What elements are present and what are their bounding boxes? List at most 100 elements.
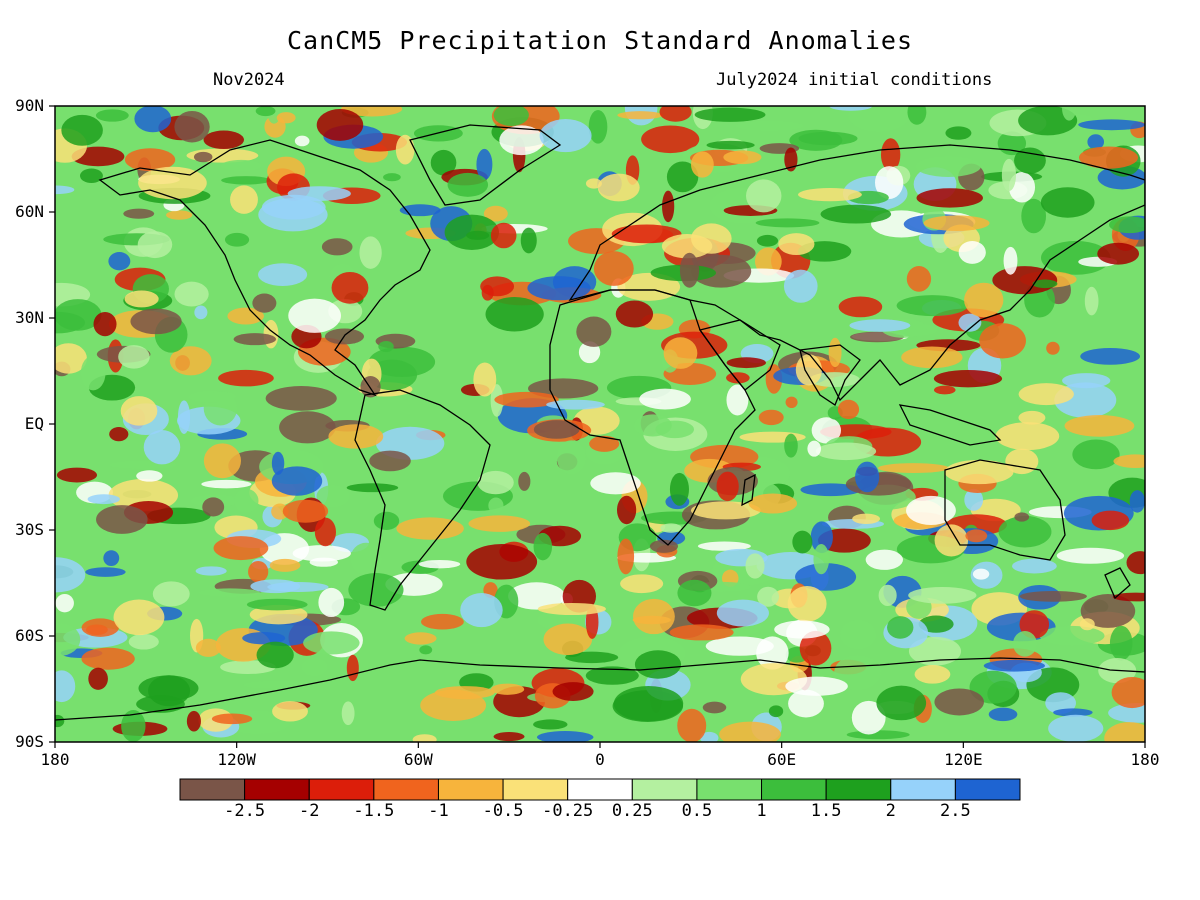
lat-label: 30N xyxy=(15,308,44,327)
anomaly-cell xyxy=(491,683,525,695)
anomaly-cell xyxy=(1111,676,1145,709)
anomaly-cell xyxy=(221,176,271,185)
anomaly-cell xyxy=(810,521,833,554)
latitude-ticks xyxy=(49,105,55,743)
anomaly-cell xyxy=(807,440,822,457)
anomaly-cell xyxy=(483,205,508,222)
anomaly-cell xyxy=(271,451,285,475)
anomaly-cell xyxy=(395,134,415,165)
anomaly-cell xyxy=(537,602,606,616)
anomaly-cell xyxy=(815,442,877,461)
anomaly-cell xyxy=(301,657,328,677)
anomaly-cell xyxy=(213,536,269,561)
anomaly-cell xyxy=(1084,286,1099,316)
anomaly-cell xyxy=(294,135,310,147)
anomaly-cell xyxy=(834,655,881,691)
anomaly-cell xyxy=(880,138,901,172)
anomaly-cell xyxy=(887,616,914,639)
anomaly-cell xyxy=(800,483,861,497)
anomaly-cell xyxy=(55,593,74,613)
anomaly-cell xyxy=(1091,510,1130,531)
anomaly-cell xyxy=(1048,714,1104,742)
anomaly-cell xyxy=(211,713,253,725)
anomaly-cell xyxy=(152,581,190,607)
anomaly-cell xyxy=(783,269,818,303)
lat-label: 90S xyxy=(15,732,44,751)
anomaly-cell xyxy=(533,420,580,439)
anomaly-cell xyxy=(476,148,493,181)
anomaly-cell xyxy=(1080,594,1136,628)
anomaly-cell xyxy=(518,471,531,491)
anomaly-cell xyxy=(378,341,394,353)
anomaly-cell xyxy=(1109,216,1145,234)
anomaly-cell xyxy=(120,396,158,426)
anomaly-cell xyxy=(756,234,779,247)
anomaly-cell xyxy=(93,311,117,337)
anomaly-cell xyxy=(80,355,106,391)
anomaly-cell xyxy=(1018,410,1046,425)
valid-month-label: Nov2024 xyxy=(213,70,285,90)
anomaly-cell xyxy=(923,215,990,231)
anomaly-cell xyxy=(195,638,221,657)
colorbar-swatch xyxy=(825,778,892,801)
lon-label: 120W xyxy=(217,750,256,769)
anomaly-cell xyxy=(113,599,165,636)
anomaly-cell xyxy=(837,399,860,420)
anomaly-cell xyxy=(556,440,586,475)
anomaly-cell xyxy=(655,420,695,439)
anomaly-cell xyxy=(490,222,517,249)
anomaly-cell xyxy=(1040,187,1095,218)
anomaly-cell xyxy=(669,472,689,506)
anomaly-cell xyxy=(849,319,911,332)
anomaly-cell xyxy=(639,388,691,410)
anomaly-cell xyxy=(847,106,910,132)
colorbar-swatch xyxy=(308,778,375,801)
anomaly-cell xyxy=(852,513,881,524)
anomaly-cell xyxy=(979,323,1026,359)
anomaly-cell xyxy=(690,501,761,520)
anomaly-cell xyxy=(61,114,103,146)
anomaly-cell xyxy=(56,467,98,483)
anomaly-cell xyxy=(576,316,612,347)
anomaly-cell xyxy=(533,719,568,730)
anomaly-cell xyxy=(828,337,842,368)
anomaly-cell xyxy=(694,107,766,122)
lon-label: 60W xyxy=(403,750,433,769)
anomaly-cell xyxy=(876,685,927,721)
anomaly-cell xyxy=(373,511,400,530)
anomaly-cell xyxy=(855,461,880,493)
anomaly-cell xyxy=(1108,703,1145,723)
anomaly-cell xyxy=(499,125,544,156)
lat-label: 30S xyxy=(15,520,44,539)
anomaly-cell xyxy=(418,559,461,569)
coastlines xyxy=(55,124,1145,721)
anomaly-cell xyxy=(258,263,308,287)
anomaly-cell xyxy=(615,300,654,328)
lat-label: EQ xyxy=(24,414,44,433)
anomaly-cell xyxy=(660,523,682,533)
anomaly-cell xyxy=(55,623,81,656)
anomaly-cell xyxy=(331,271,369,304)
anomaly-cell xyxy=(1078,146,1139,169)
anomaly-cell xyxy=(995,422,1060,451)
anomaly-cell xyxy=(420,689,487,721)
anomaly-cell xyxy=(143,430,181,465)
anomaly-cell xyxy=(798,187,862,202)
anomaly-cell xyxy=(983,659,1045,672)
anomaly-cell xyxy=(616,495,637,525)
colorbar-tick-label: -0.25 xyxy=(542,801,594,821)
anomaly-cell xyxy=(174,281,209,307)
anomaly-cell xyxy=(420,613,464,630)
colorbar-swatch xyxy=(696,778,763,801)
colorbar-tick-label: -2.5 xyxy=(224,801,266,821)
anomaly-cell xyxy=(1053,708,1093,717)
anomaly-cell xyxy=(166,210,193,220)
anomaly-cell xyxy=(1097,242,1140,265)
anomaly-cell xyxy=(318,587,345,618)
anomaly-cell xyxy=(735,120,804,132)
anomaly-cell xyxy=(485,296,544,332)
anomaly-cell xyxy=(901,346,963,369)
anomaly-cell xyxy=(690,151,714,178)
anomaly-cell xyxy=(726,357,767,369)
anomaly-cell xyxy=(662,190,675,223)
